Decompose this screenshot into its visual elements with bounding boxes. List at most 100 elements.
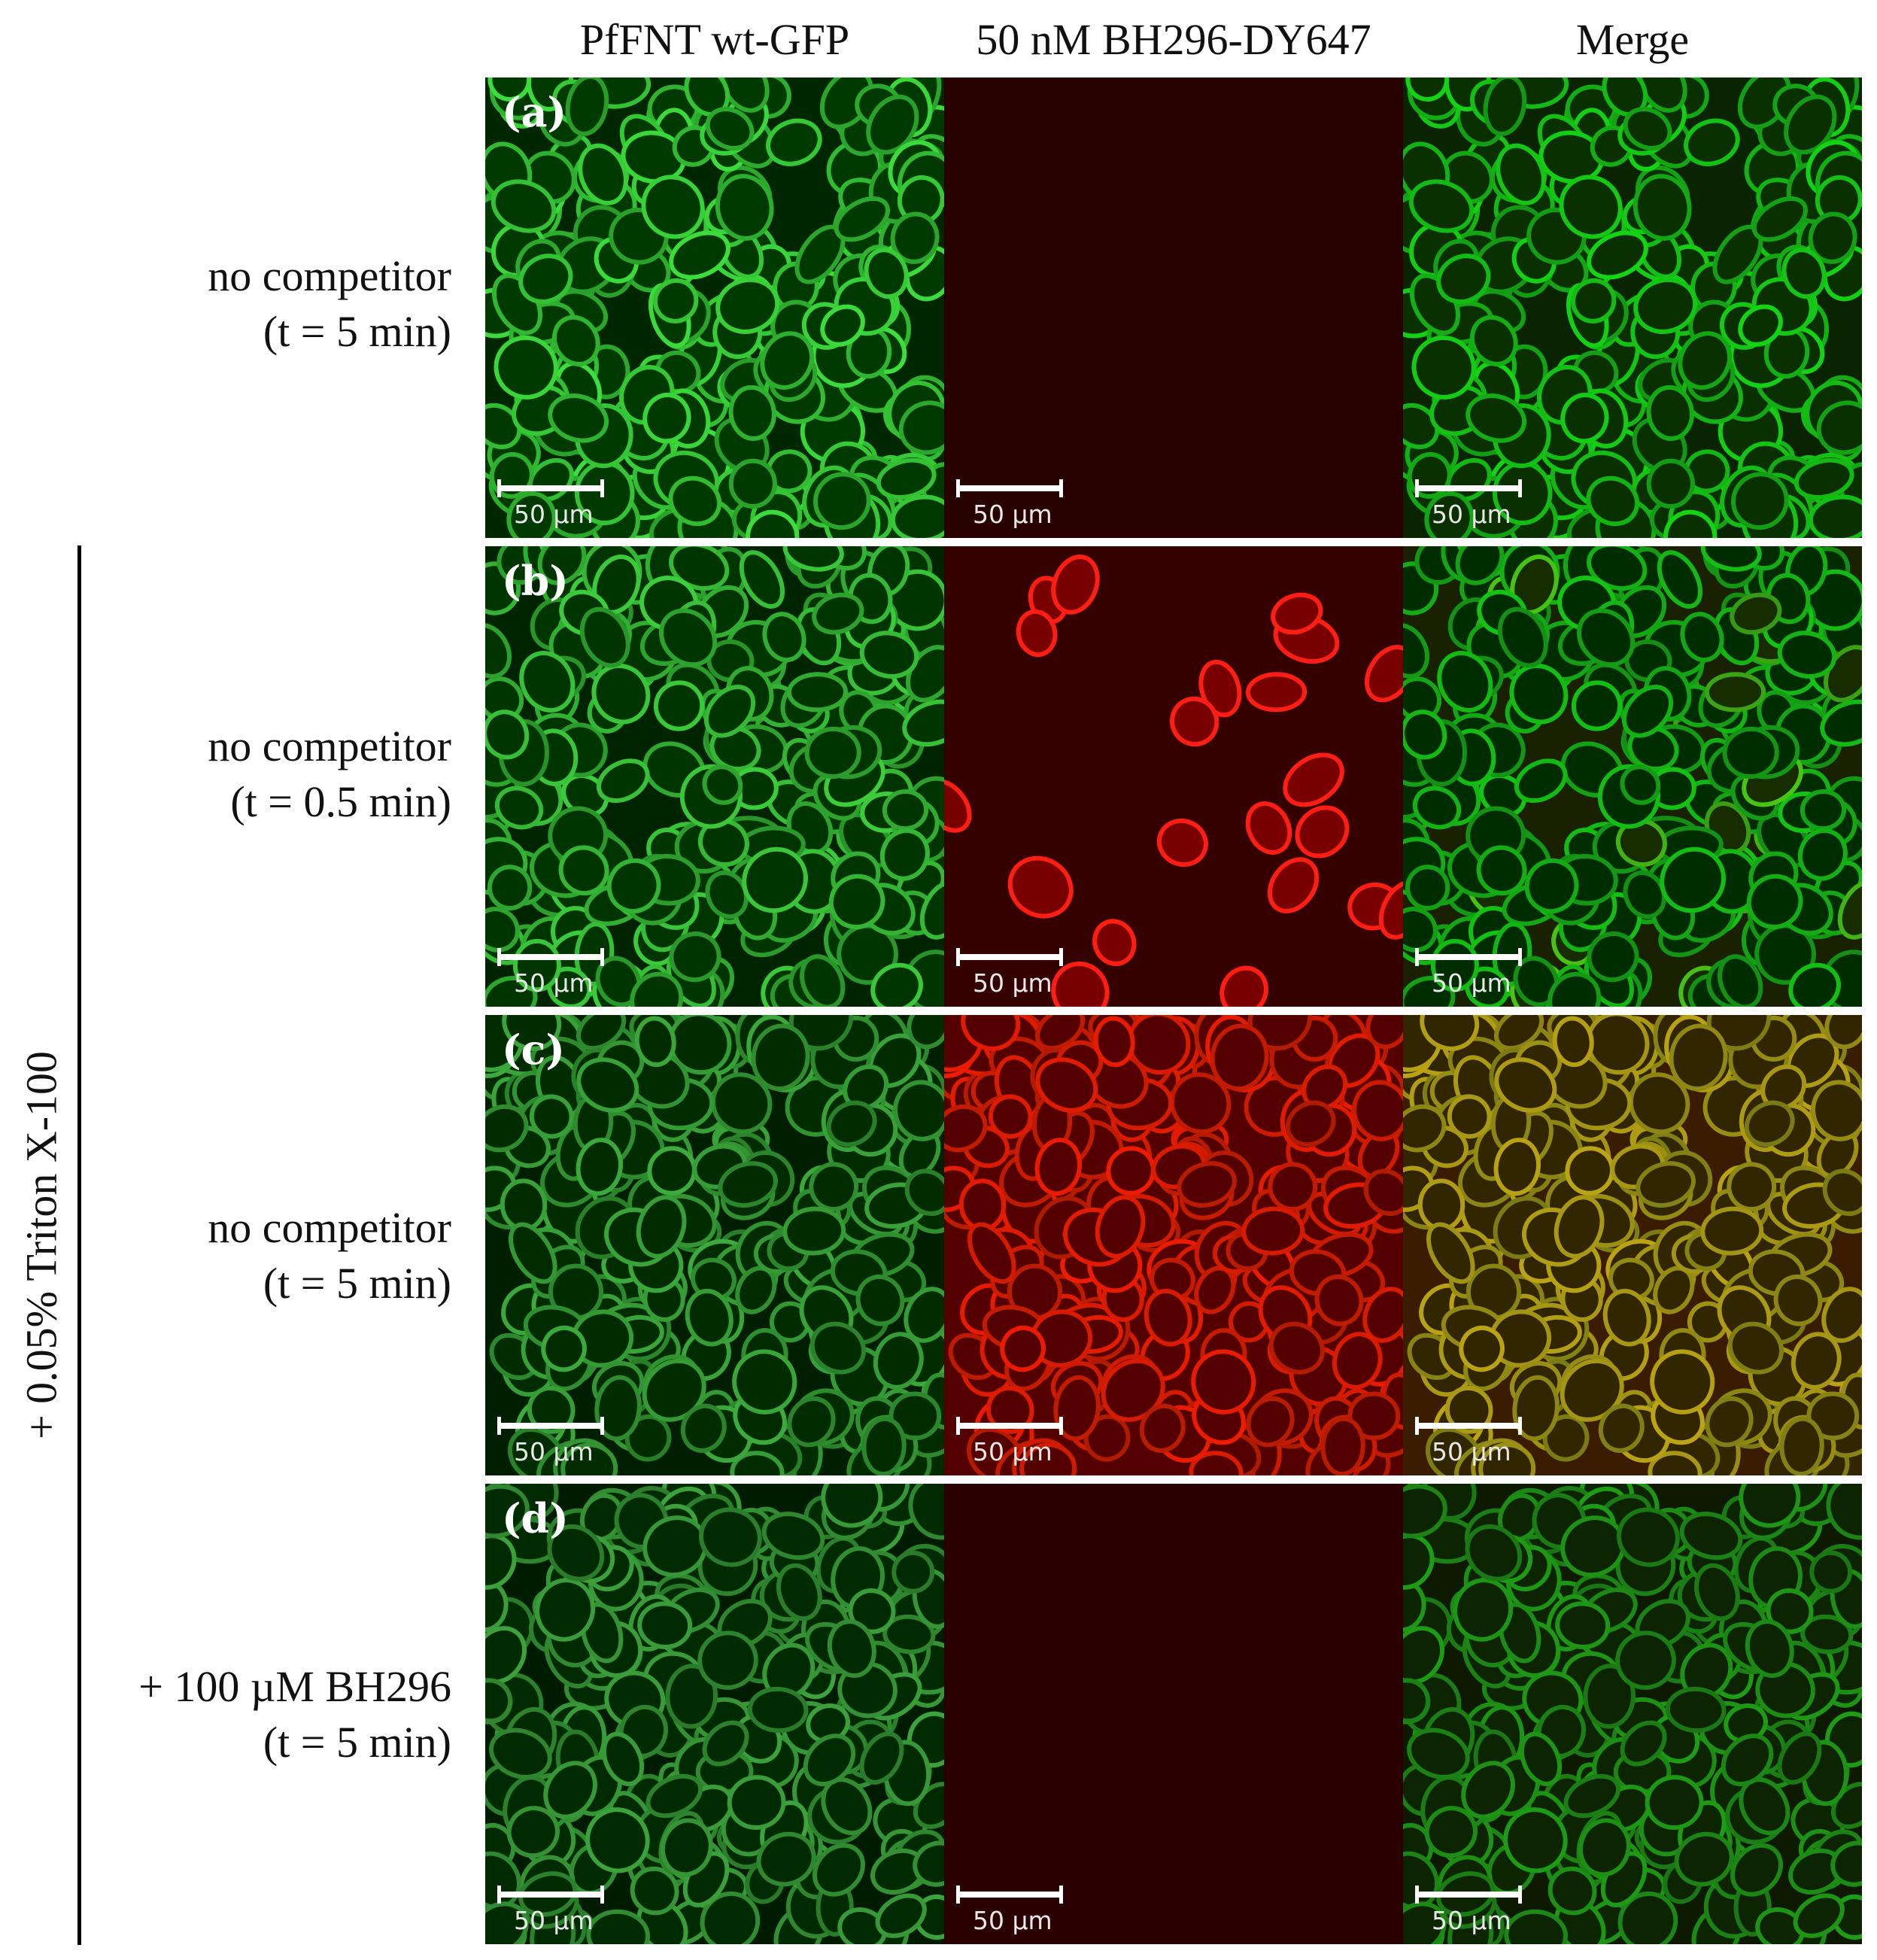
cell — [1598, 1403, 1645, 1453]
cell — [756, 1831, 816, 1887]
cell — [1793, 1893, 1845, 1938]
cell — [944, 1104, 988, 1153]
cell — [902, 699, 944, 747]
cell — [1295, 805, 1350, 858]
cell — [1403, 1533, 1435, 1590]
cell — [875, 1893, 927, 1938]
panel-letter-a: (a) — [502, 88, 567, 136]
cell — [1469, 315, 1518, 366]
cell — [1267, 857, 1320, 913]
cell — [487, 865, 533, 911]
cell — [1095, 1195, 1146, 1259]
scale-bar-label: 50 µm — [973, 1906, 1052, 1935]
cell — [1700, 546, 1762, 572]
cell — [494, 786, 544, 830]
cell — [944, 779, 972, 833]
micrograph-image-b-gfp — [485, 546, 944, 1007]
cell — [1660, 846, 1726, 913]
cell — [1035, 1015, 1086, 1051]
cell — [1784, 94, 1837, 155]
cell — [551, 315, 600, 366]
cell — [1820, 699, 1862, 747]
cell — [1563, 1773, 1621, 1819]
cell — [1461, 1761, 1515, 1819]
cell — [1051, 555, 1100, 615]
scale-bar-label: 50 µm — [1432, 500, 1511, 529]
cell — [1788, 962, 1841, 1007]
cell — [1405, 865, 1450, 911]
cell — [1000, 1325, 1046, 1372]
cell — [547, 1524, 605, 1582]
cell — [876, 457, 937, 500]
cell — [710, 1072, 773, 1135]
micrograph-image-b-dye — [944, 546, 1403, 1007]
cell — [893, 1080, 944, 1141]
cell — [1620, 1720, 1667, 1767]
cell — [1822, 1168, 1862, 1217]
cell — [541, 1325, 587, 1372]
scale-bar — [497, 1886, 604, 1904]
row-label-b-line1: no competitor — [208, 722, 451, 770]
cell — [669, 546, 730, 591]
cell — [1560, 392, 1609, 444]
cell — [485, 1533, 517, 1590]
cell — [782, 1206, 846, 1256]
cell — [1628, 1072, 1690, 1135]
scale-bar-label: 50 µm — [514, 968, 594, 998]
cell — [1773, 1274, 1823, 1326]
cell — [594, 1375, 642, 1442]
micrograph-image-d-gfp — [485, 1484, 944, 1944]
cell — [1352, 1080, 1403, 1141]
cell — [1476, 845, 1527, 896]
cell — [1816, 400, 1862, 455]
cell — [879, 828, 930, 881]
cell — [967, 1222, 1016, 1284]
cell — [1191, 1349, 1256, 1415]
scale-bar — [497, 948, 604, 966]
cell — [813, 472, 871, 530]
cell — [1411, 335, 1476, 400]
cell — [601, 1731, 645, 1786]
cell — [800, 954, 846, 1007]
cell — [776, 1563, 822, 1621]
cell — [890, 494, 944, 538]
panel-letter-c: (c) — [502, 1026, 565, 1074]
cell — [1781, 248, 1827, 299]
cell — [1436, 254, 1491, 305]
cell — [812, 1843, 865, 1897]
cell — [1680, 612, 1724, 663]
cell — [1547, 1866, 1597, 1916]
cell — [1509, 663, 1569, 725]
cell — [746, 509, 800, 538]
cell — [485, 1626, 527, 1685]
panel-letter-d: (d) — [502, 1494, 569, 1542]
cell — [1806, 1391, 1860, 1441]
cell — [1268, 1162, 1318, 1212]
row-label-a-line1: no competitor — [208, 251, 451, 300]
cell — [506, 1806, 560, 1858]
cell — [728, 458, 777, 509]
micrograph-panel-c-gfp: (c) 50 µm — [485, 1015, 944, 1475]
cell — [537, 546, 587, 585]
cell — [786, 672, 849, 713]
cell — [727, 1775, 786, 1831]
cell — [1430, 938, 1479, 992]
scale-bar-label: 50 µm — [514, 1906, 594, 1935]
cell — [1722, 726, 1779, 779]
row-label-c-line1: no competitor — [208, 1203, 451, 1252]
cell — [730, 1451, 785, 1475]
cell — [742, 846, 808, 913]
cell — [1800, 1614, 1854, 1655]
cell — [1478, 1442, 1536, 1475]
cell — [1821, 950, 1862, 1007]
cell — [864, 248, 909, 299]
cell — [543, 1761, 597, 1819]
cell — [766, 118, 822, 166]
cell — [888, 1391, 942, 1441]
cell — [1332, 1332, 1383, 1390]
cell — [1745, 1619, 1794, 1679]
micrograph-image-c-gfp — [485, 1015, 944, 1475]
cell — [1034, 1138, 1083, 1196]
cell — [739, 550, 785, 609]
cell — [1514, 758, 1568, 804]
